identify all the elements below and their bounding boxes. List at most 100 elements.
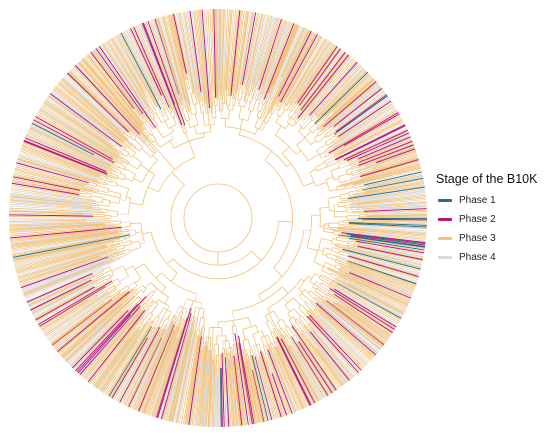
- tree-branch-stem: [298, 119, 305, 126]
- tree-branch-arc: [333, 293, 336, 295]
- tree-tip-phase4: [165, 330, 190, 421]
- tree-branch-arc: [141, 284, 147, 290]
- tree-tip-phase3: [338, 263, 414, 293]
- tree-tip-phase4: [321, 302, 381, 351]
- tree-branch-stem: [335, 243, 348, 247]
- tree-branch-stem: [150, 303, 159, 314]
- tree-tip-phase3: [116, 326, 159, 402]
- tree-tip-phase4: [290, 41, 331, 105]
- tree-tip-phase3: [9, 219, 86, 222]
- tree-tip-phase3: [298, 46, 339, 104]
- tree-branch-stem: [365, 161, 377, 167]
- tree-branch-stem: [294, 320, 303, 332]
- tree-branch-stem: [279, 339, 285, 347]
- tree-tip-phase4: [355, 226, 427, 232]
- tree-tip-phase3: [40, 107, 123, 159]
- tree-tip-phase3: [260, 20, 287, 95]
- tree-tip-phase3: [330, 287, 396, 329]
- tree-tip-phase3: [134, 321, 174, 411]
- tree-tip-phase4: [14, 243, 106, 266]
- tree-branch-stem: [256, 103, 260, 111]
- tree-tip-phase2: [111, 337, 148, 399]
- tree-branch-stem: [303, 229, 311, 232]
- tree-branch-stem: [90, 202, 99, 205]
- tree-branch-stem: [156, 105, 163, 117]
- tree-branch-stem: [349, 158, 359, 164]
- tree-branch-stem: [149, 144, 157, 153]
- tree-branch-stem: [323, 266, 329, 269]
- tree-branch-stem: [273, 267, 283, 277]
- tree-tip-phase2: [334, 294, 393, 334]
- tree-tip-phase3: [346, 129, 408, 159]
- tree-tip-phase3: [51, 291, 121, 345]
- tree-branch-stem: [155, 299, 159, 304]
- tree-tip-phase4: [308, 63, 359, 119]
- tree-tip-phase4: [29, 126, 106, 164]
- tree-branch-stem: [183, 309, 188, 321]
- tree-branch-stem: [248, 102, 251, 111]
- tree-tip-phase3: [167, 14, 191, 105]
- tree-branch-stem: [249, 84, 253, 96]
- tree-tip-phase4: [358, 248, 423, 264]
- tree-tip-phase4: [62, 77, 125, 134]
- tree-branch-stem: [315, 281, 321, 285]
- tree-tip-phase4: [158, 17, 184, 100]
- tree-tip-phase2: [39, 286, 106, 327]
- tree-branch-stem: [225, 340, 227, 351]
- tree-tip-phase3: [278, 32, 315, 101]
- tree-tip-phase2: [276, 337, 311, 406]
- tree-branch-stem: [110, 165, 122, 172]
- tree-branch-arc: [189, 124, 198, 128]
- tree-branch-stem: [167, 311, 172, 320]
- tree-tip-phase4: [348, 185, 425, 199]
- tree-branch-stem: [130, 136, 134, 141]
- tree-branch-stem: [326, 299, 333, 305]
- tree-tip-phase3: [12, 181, 76, 194]
- tree-branch-stem: [302, 105, 310, 115]
- tree-branch-stem: [100, 253, 108, 257]
- tree-branch-stem: [132, 143, 137, 148]
- tree-branch-stem: [231, 347, 234, 359]
- tree-branch-stem: [202, 308, 205, 318]
- tree-tip-phase4: [76, 64, 148, 142]
- tree-tip-phase4: [22, 259, 106, 292]
- tree-branch-stem: [99, 182, 107, 186]
- tree-branch-stem: [153, 317, 160, 328]
- tree-tip-phase3: [339, 275, 408, 308]
- tree-branch-stem: [193, 316, 196, 323]
- tree-branch-stem: [112, 237, 120, 240]
- tree-branch-stem: [194, 113, 199, 126]
- tree-tip-phase3: [278, 32, 316, 102]
- tree-tip-phase3: [332, 303, 386, 344]
- tree-branch-stem: [103, 266, 110, 270]
- tree-branch-stem: [228, 340, 230, 348]
- tree-branch-stem: [111, 265, 124, 272]
- tree-branch-stem: [309, 168, 317, 173]
- tree-tip-phase4: [363, 205, 427, 211]
- tree-branch-stem: [172, 316, 178, 325]
- tree-tip-phase3: [338, 235, 425, 249]
- tree-branch-stem: [340, 179, 352, 184]
- tree-tip-phase3: [344, 273, 410, 303]
- tree-tip-phase4: [327, 304, 382, 349]
- tree-branch-stem: [293, 324, 298, 330]
- tree-tip-phase4: [329, 287, 396, 330]
- tree-tip-phase2: [291, 325, 337, 391]
- tree-tip-phase3: [209, 9, 214, 92]
- tree-branch-stem: [183, 69, 187, 80]
- tree-branch-stem: [78, 195, 91, 198]
- tree-branch-stem: [95, 249, 105, 253]
- tree-tip-phase4: [240, 12, 255, 85]
- tree-tip-phase3: [44, 101, 113, 148]
- tree-tip-phase2: [172, 13, 187, 74]
- tree-tip-phase3: [89, 52, 135, 110]
- tree-branch-arc: [144, 263, 166, 288]
- tree-branch-stem: [324, 247, 333, 251]
- tree-tip-phase3: [362, 162, 420, 179]
- tree-branch-arc: [128, 248, 131, 253]
- tree-tip-phase4: [26, 267, 103, 302]
- tree-tip-phase4: [327, 85, 381, 129]
- tree-tip-phase3: [280, 334, 318, 403]
- tree-tip-phase3: [348, 254, 420, 276]
- tree-branch-stem: [201, 91, 204, 101]
